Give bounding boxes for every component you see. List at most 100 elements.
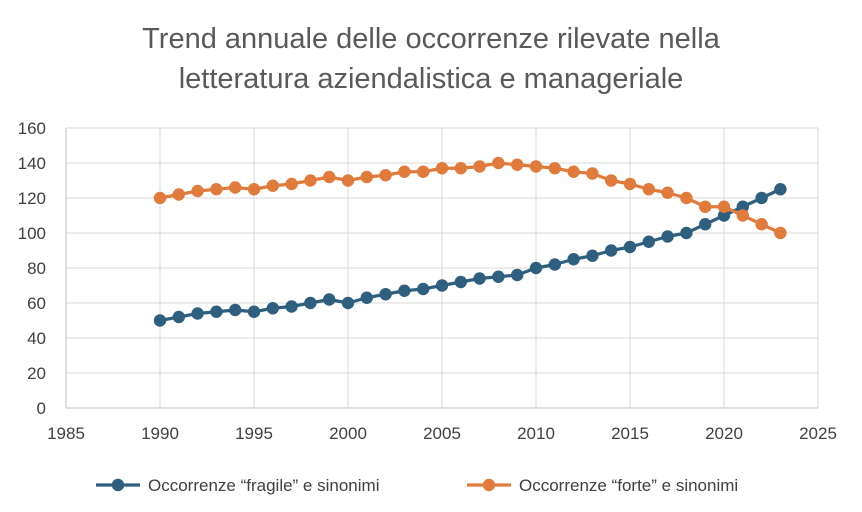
data-point — [210, 183, 223, 196]
data-point — [774, 226, 787, 240]
data-point — [699, 200, 712, 213]
y-tick-label: 160 — [18, 119, 46, 138]
data-point — [153, 314, 167, 327]
chart-title-line-1: Trend annuale delle occorrenze rilevate … — [142, 23, 721, 55]
legend-item-2: Occorrenze “forte” e sinonimi — [467, 476, 738, 495]
data-point — [454, 275, 467, 289]
data-point — [492, 270, 505, 283]
data-point — [529, 261, 543, 275]
x-tick-label: 2015 — [611, 424, 649, 443]
data-point — [699, 218, 712, 231]
data-point — [511, 268, 524, 282]
data-point — [586, 249, 599, 262]
data-point — [398, 284, 411, 297]
data-point — [172, 310, 185, 324]
data-point — [247, 305, 261, 318]
y-tick-label: 100 — [18, 224, 46, 243]
data-point — [548, 162, 561, 175]
data-point — [774, 183, 787, 196]
data-point — [605, 244, 618, 257]
data-point — [605, 174, 618, 187]
data-point — [529, 160, 543, 173]
data-point — [435, 279, 449, 292]
data-point — [266, 179, 279, 192]
x-tick-label: 2005 — [423, 424, 461, 443]
plot-area — [153, 156, 787, 327]
data-point — [379, 169, 392, 182]
data-point — [473, 160, 486, 173]
data-point — [247, 183, 261, 196]
data-point — [398, 165, 411, 178]
y-tick-label: 140 — [18, 154, 46, 173]
y-tick-label: 40 — [27, 329, 46, 348]
legend-label: Occorrenze “fragile” e sinonimi — [148, 476, 379, 495]
series-2 — [153, 156, 787, 240]
data-point — [642, 183, 655, 196]
data-point — [454, 162, 467, 175]
data-point — [642, 235, 655, 248]
y-tick-label: 20 — [27, 364, 46, 383]
legend-marker — [482, 478, 496, 492]
data-point — [191, 184, 204, 198]
data-point — [661, 186, 674, 199]
chart-title: Trend annuale delle occorrenze rilevate … — [142, 23, 721, 95]
data-point — [567, 165, 580, 178]
data-point — [623, 177, 637, 191]
data-point — [417, 282, 430, 296]
y-tick-label: 80 — [27, 259, 46, 278]
data-point — [736, 209, 749, 222]
data-point — [191, 307, 204, 320]
series-1 — [153, 183, 787, 327]
series-line — [159, 187, 782, 323]
data-point — [172, 188, 185, 201]
data-point — [717, 209, 731, 222]
chart-title-line-2: letteratura aziendalistica e manageriale — [179, 63, 684, 95]
x-tick-label: 2025 — [799, 424, 837, 443]
y-tick-label: 60 — [27, 294, 46, 313]
x-tick-label: 1995 — [235, 424, 273, 443]
data-point — [661, 230, 674, 243]
data-point — [304, 296, 317, 310]
data-point — [755, 218, 768, 231]
data-point — [304, 174, 317, 187]
x-tick-label: 2000 — [329, 424, 367, 443]
data-point — [492, 156, 505, 170]
x-tick-label: 2010 — [517, 424, 555, 443]
data-point — [229, 303, 242, 317]
legend: Occorrenze “fragile” e sinonimi Occorrenz… — [96, 476, 738, 495]
series-line — [159, 161, 782, 235]
data-point — [210, 305, 223, 318]
data-point — [755, 191, 768, 205]
data-point — [717, 200, 731, 213]
data-point — [266, 302, 279, 315]
data-point — [285, 300, 298, 313]
data-point — [548, 258, 561, 271]
data-point — [586, 167, 599, 180]
data-point — [736, 200, 749, 213]
data-point — [379, 288, 392, 301]
data-point — [435, 162, 449, 175]
data-point — [511, 158, 524, 171]
x-tick-label: 2020 — [705, 424, 743, 443]
data-point — [473, 272, 486, 285]
data-point — [323, 170, 336, 184]
data-point — [417, 165, 430, 178]
y-tick-label: 0 — [37, 399, 46, 418]
legend-item-1: Occorrenze “fragile” e sinonimi — [96, 476, 379, 495]
data-point — [680, 191, 693, 205]
y-tick-label: 120 — [18, 189, 46, 208]
data-point — [680, 226, 693, 240]
legend-marker — [111, 478, 125, 492]
x-tick-label: 1985 — [47, 424, 85, 443]
data-point — [323, 293, 336, 306]
x-tick-label: 1990 — [141, 424, 179, 443]
data-point — [360, 170, 373, 184]
data-point — [285, 177, 298, 191]
legend-label: Occorrenze “forte” e sinonimi — [519, 476, 738, 495]
data-point — [341, 296, 355, 310]
data-point — [360, 291, 373, 304]
data-point — [341, 174, 355, 187]
data-point — [153, 191, 167, 205]
data-point — [567, 253, 580, 266]
